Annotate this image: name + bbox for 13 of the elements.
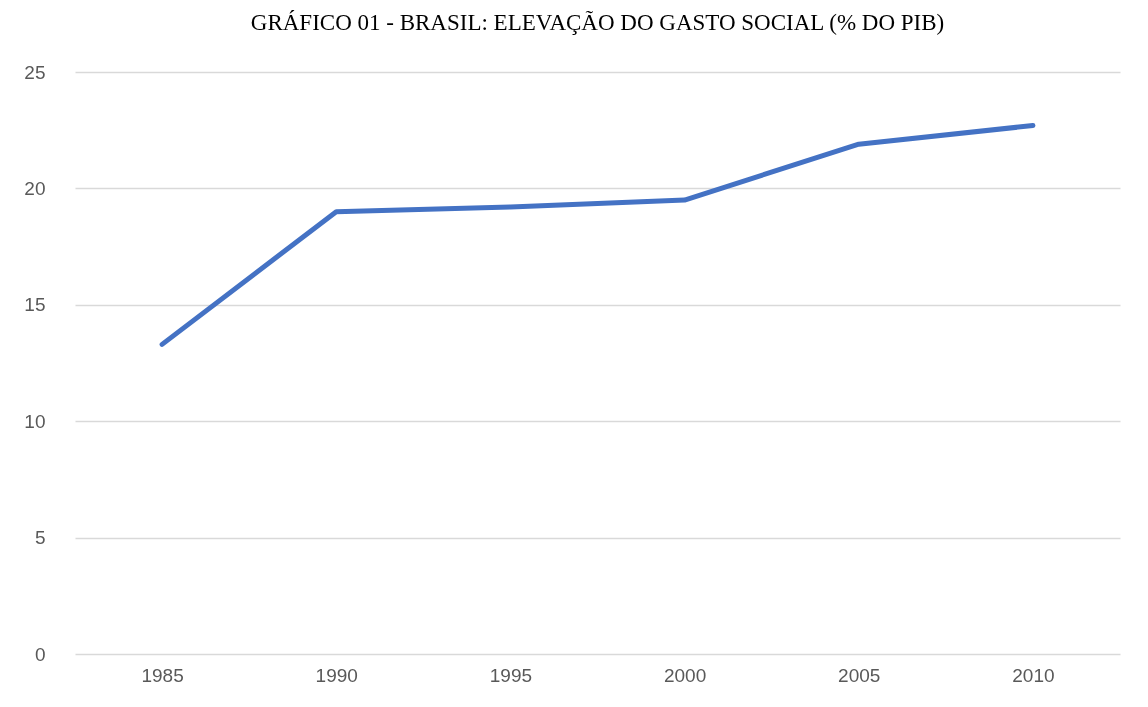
x-tick-label: 2010 xyxy=(1012,664,1055,686)
x-tick-label: 2005 xyxy=(838,664,881,686)
x-tick-label: 1995 xyxy=(489,664,533,686)
y-tick-label: 20 xyxy=(24,177,46,199)
x-tick-label: 1985 xyxy=(141,664,184,686)
y-tick-label: 10 xyxy=(24,410,46,432)
chart-title: GRÁFICO 01 - BRASIL: ELEVAÇÃO DO GASTO SOCIAL (% DO PIB) xyxy=(250,10,945,35)
y-tick-label: 0 xyxy=(34,643,46,665)
x-tick-label: 1990 xyxy=(315,664,358,686)
y-tick-label: 25 xyxy=(24,61,46,83)
y-tick-label: 15 xyxy=(24,294,46,316)
y-tick-label: 5 xyxy=(34,527,46,549)
x-tick-label: 2000 xyxy=(663,664,707,686)
